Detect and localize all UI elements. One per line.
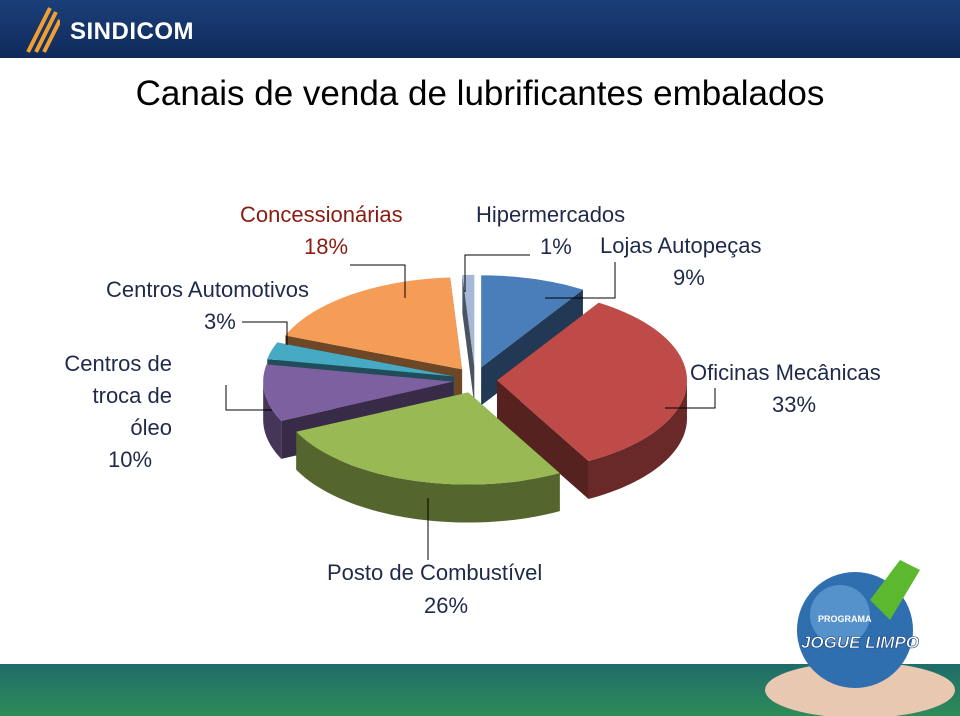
slice-side <box>263 381 282 459</box>
slice-label: Posto de Combustível <box>327 560 543 585</box>
slice-label: Lojas Autopeças <box>600 233 762 258</box>
value-label: 10% <box>108 447 153 472</box>
slice-label: Concessionárias <box>240 202 403 227</box>
slice-side <box>588 380 687 500</box>
leader-line <box>464 254 530 292</box>
slice-label: Centros Automotivos <box>106 277 309 302</box>
value-label: 9% <box>673 265 705 290</box>
value-label: 3% <box>204 309 236 334</box>
logo-top: PROGRAMA <box>818 614 872 624</box>
slice <box>267 342 454 377</box>
slice-label: Oficinas Mecânicas <box>690 360 881 385</box>
slice-wall <box>496 380 589 500</box>
slice <box>263 364 454 421</box>
value-label: 26% <box>424 593 469 618</box>
slice-label: Hipermercados <box>476 202 626 227</box>
slice-wall <box>462 274 475 405</box>
value-label: 33% <box>772 392 817 417</box>
leader-line <box>665 388 716 409</box>
leader-line <box>350 264 406 298</box>
leader-line <box>225 385 272 411</box>
brand: SINDICOM <box>70 18 194 45</box>
chart-title: Canais de venda de lubrificantes embalad… <box>135 74 825 113</box>
leader-line <box>545 262 616 299</box>
leader-line <box>242 321 288 345</box>
brand-icon <box>26 7 60 53</box>
slice <box>296 392 560 485</box>
slice-label: Centros de troca de óleo <box>64 351 172 440</box>
slice <box>462 274 475 367</box>
header-bar: SINDICOM <box>0 0 960 58</box>
value-label: 1% <box>540 234 572 259</box>
value-label: 18% <box>304 234 349 259</box>
slice <box>285 277 463 370</box>
logo-main: JOGUE LIMPO <box>801 633 919 652</box>
slice <box>496 302 687 462</box>
slice-side <box>296 431 560 523</box>
